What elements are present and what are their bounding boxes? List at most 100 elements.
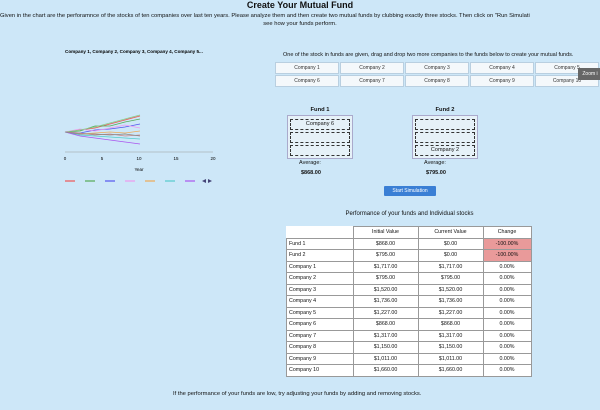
cell: 0.00% <box>482 260 532 273</box>
fund-box: Company 6 <box>287 115 353 159</box>
cell: $868.00 <box>417 318 484 331</box>
cell: $1,520.00 <box>352 283 419 296</box>
cell: 0.00% <box>482 295 532 308</box>
table-row: Fund 1 $868.00 $0.00 -100.00% <box>286 237 532 250</box>
x-axis-label: Year <box>134 167 144 172</box>
row-label: Company 9 <box>286 352 354 365</box>
company-button[interactable]: Company 8 <box>405 75 469 87</box>
cell: $1,317.00 <box>352 329 419 342</box>
fund-stock[interactable]: Company 6 <box>290 119 350 130</box>
row-label: Company 3 <box>286 283 354 296</box>
row-label: Company 5 <box>286 306 354 319</box>
table-row: Company 4 $1,736.00 $1,736.00 0.00% <box>286 295 532 308</box>
chart-legend <box>65 179 212 183</box>
cell: $1,317.00 <box>417 329 484 342</box>
table-title: Performance of your funds and Individual… <box>345 211 474 217</box>
fund-label: Fund 2 <box>435 107 455 113</box>
row-label: Fund 2 <box>286 249 354 262</box>
chart-lines <box>64 114 141 145</box>
cell: $1,660.00 <box>417 364 484 377</box>
row-label: Company 4 <box>286 295 354 308</box>
table-row: Company 9 $1,011.00 $1,011.00 0.00% <box>286 352 532 365</box>
cell: 0.00% <box>482 272 532 285</box>
intro-text: see how your funds perform. <box>263 21 337 27</box>
x-tick-label: 20 <box>210 156 216 161</box>
cell: $0.00 <box>417 249 484 262</box>
empty-slot[interactable] <box>415 119 475 130</box>
cell: $795.00 <box>352 272 419 285</box>
average-value: $868.00 <box>301 170 321 176</box>
x-tick-label: 5 <box>101 156 104 161</box>
cell: $795.00 <box>352 249 419 262</box>
cell: 0.00% <box>482 364 532 377</box>
company-button[interactable]: Company 4 <box>470 62 534 74</box>
cell: $1,660.00 <box>352 364 419 377</box>
cell: $1,520.00 <box>417 283 484 296</box>
zoom-button[interactable]: Zoom i <box>578 68 600 80</box>
company-button[interactable]: Company 9 <box>470 75 534 87</box>
x-tick-label: 0 <box>64 156 67 161</box>
cell: $1,227.00 <box>417 306 484 319</box>
row-label: Company 10 <box>286 364 354 377</box>
page-title: Create Your Mutual Fund <box>246 0 354 10</box>
cell: $1,227.00 <box>352 306 419 319</box>
cell: 0.00% <box>482 329 532 342</box>
empty-slot[interactable] <box>290 132 350 143</box>
empty-slot[interactable] <box>415 132 475 143</box>
company-button[interactable]: Company 2 <box>340 62 404 74</box>
row-label: Company 6 <box>286 318 354 331</box>
company-button[interactable]: Company 7 <box>340 75 404 87</box>
performance-table: Initial Value Current Value Change Fund 1 $8… <box>286 226 532 377</box>
company-button[interactable]: Company 6 <box>275 75 339 87</box>
fund-label: Fund 1 <box>310 107 330 113</box>
row-label: Company 1 <box>286 260 354 273</box>
cell: $868.00 <box>352 237 419 250</box>
average-value: $795.00 <box>426 170 446 176</box>
x-tick-label: 15 <box>173 156 179 161</box>
cell: $868.00 <box>352 318 419 331</box>
header-cell: Change <box>482 226 532 239</box>
row-label: Company 2 <box>286 272 354 285</box>
table-row: Company 6 $868.00 $868.00 0.00% <box>286 318 532 331</box>
cell: $1,717.00 <box>352 260 419 273</box>
cell: $1,717.00 <box>417 260 484 273</box>
chart: Company 1, Company 2, Company 3, Company… <box>64 49 216 183</box>
row-label: Company 7 <box>286 329 354 342</box>
table-row: Company 8 $1,150.00 $1,150.00 0.00% <box>286 341 532 354</box>
cell: $1,011.00 <box>352 352 419 365</box>
instructions: One of the stock in funds are given, dra… <box>283 52 574 58</box>
cell: -100.00% <box>482 249 532 262</box>
cell: 0.00% <box>482 318 532 331</box>
table-row: Company 7 $1,317.00 $1,317.00 0.00% <box>286 329 532 342</box>
start-simulation-button[interactable]: Start Simulation <box>384 186 436 196</box>
cell: 0.00% <box>482 352 532 365</box>
header-cell: Initial Value <box>352 226 419 239</box>
company-button[interactable]: Company 1 <box>275 62 339 74</box>
header-cell <box>286 226 354 239</box>
cell: 0.00% <box>482 306 532 319</box>
average-label: Average: <box>299 160 321 166</box>
cell: $1,736.00 <box>352 295 419 308</box>
row-label: Company 8 <box>286 341 354 354</box>
table-row: Company 1 $1,717.00 $1,717.00 0.00% <box>286 260 532 273</box>
empty-slot[interactable] <box>290 145 350 156</box>
row-label: Fund 1 <box>286 237 354 250</box>
cell: 0.00% <box>482 283 532 296</box>
table-row: Fund 2 $795.00 $0.00 -100.00% <box>286 249 532 262</box>
table-header: Initial Value Current Value Change <box>286 226 532 239</box>
fund-stock[interactable]: Company 2 <box>415 145 475 156</box>
intro-text: Given in the chart are the perforamnce o… <box>0 13 530 19</box>
table-row: Company 2 $795.00 $795.00 0.00% <box>286 272 532 285</box>
cell: $1,011.00 <box>417 352 484 365</box>
cell: $0.00 <box>417 237 484 250</box>
cell: $795.00 <box>417 272 484 285</box>
table-row: Company 5 $1,227.00 $1,227.00 0.00% <box>286 306 532 319</box>
fund-box: Company 2 <box>412 115 478 159</box>
table-row: Company 10 $1,660.00 $1,660.00 0.00% <box>286 364 532 377</box>
company-button[interactable]: Company 3 <box>405 62 469 74</box>
header-cell: Current Value <box>417 226 484 239</box>
x-tick-label: 10 <box>136 156 142 161</box>
chart-title: Company 1, Company 2, Company 3, Company… <box>65 49 203 54</box>
table-row: Company 3 $1,520.00 $1,520.00 0.00% <box>286 283 532 296</box>
